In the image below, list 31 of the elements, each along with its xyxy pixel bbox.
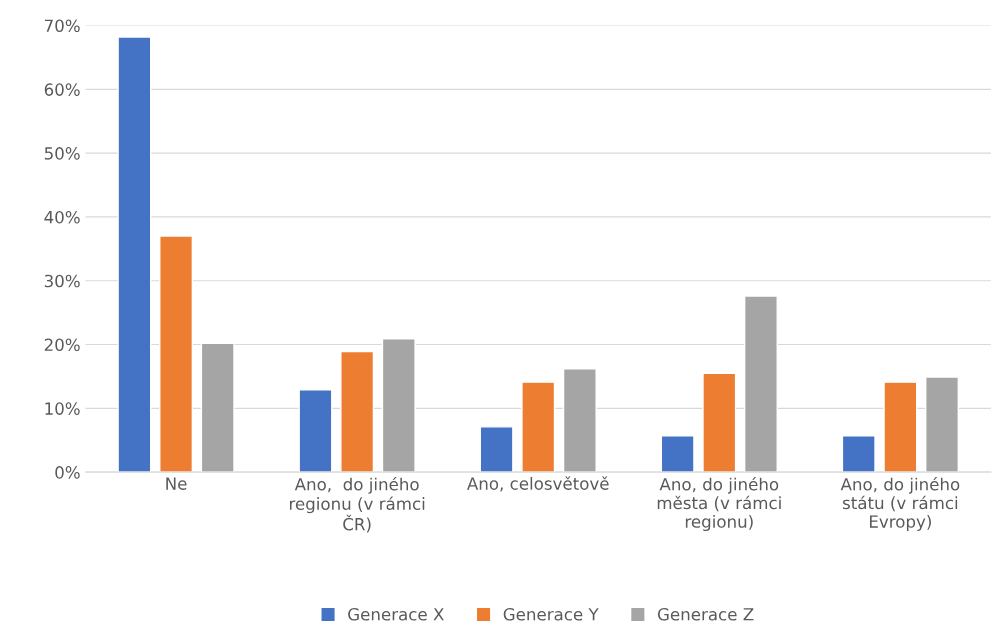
bar	[117, 36, 152, 473]
bar	[159, 235, 194, 473]
bar	[925, 376, 960, 473]
bar	[298, 389, 333, 473]
bar	[562, 368, 597, 473]
bar	[200, 342, 235, 473]
y-tick-label: 40%	[44, 210, 80, 224]
y-tick-label: 0%	[55, 466, 80, 479]
y-tick-label: 50%	[44, 147, 80, 160]
legend-label: Generace Y	[503, 608, 599, 621]
y-tick-label: 10%	[45, 402, 80, 415]
y-tick-label: 20%	[44, 338, 80, 352]
x-tick-label: Ano, do jiného státu (v rámci Evropy)	[840, 476, 960, 532]
x-tick-label: Ano, do jiného regionu (v rámci ČR)	[289, 476, 425, 533]
bar	[702, 372, 737, 473]
bar	[743, 295, 778, 473]
bar	[521, 381, 556, 473]
x-tick-label: Ano, do jiného města (v rámci regionu)	[657, 476, 781, 532]
bar	[883, 381, 918, 473]
legend-label: Generace Z	[657, 608, 754, 621]
y-tick-label: 70%	[44, 19, 80, 33]
bar	[660, 435, 695, 473]
legend-label: Generace X	[348, 608, 444, 621]
bar	[479, 426, 514, 473]
y-tick-label: 30%	[44, 274, 80, 288]
bar	[841, 435, 876, 473]
bar	[381, 338, 416, 473]
y-tick-label: 60%	[44, 83, 80, 96]
x-tick-label: Ne	[166, 477, 187, 490]
bar	[340, 350, 375, 473]
x-tick-label: Ano, celosvětově	[467, 476, 609, 492]
